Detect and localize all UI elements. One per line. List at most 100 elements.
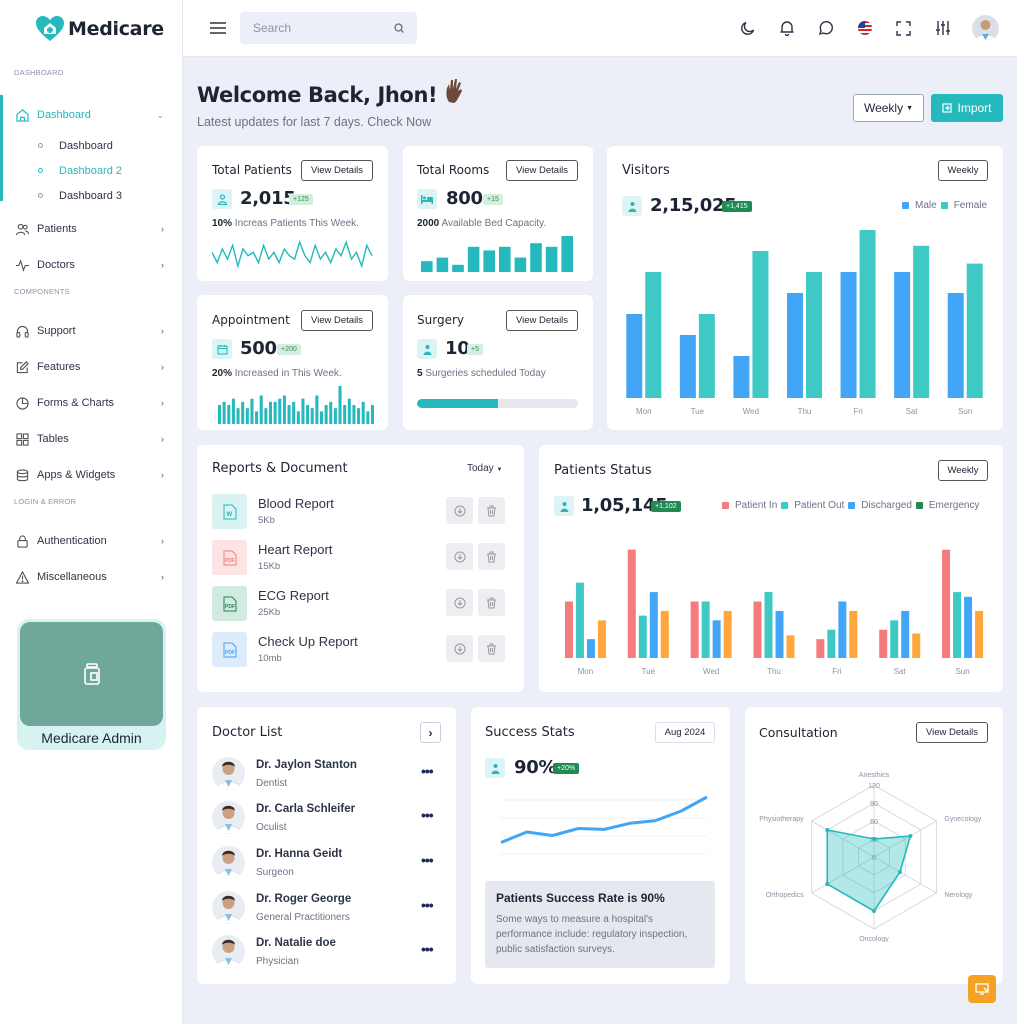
import-button[interactable]: Import	[931, 94, 1003, 122]
delete-button[interactable]	[478, 543, 505, 570]
total-rooms-view-button[interactable]: View Details	[506, 160, 578, 181]
delete-button[interactable]	[478, 635, 505, 662]
status-bar	[723, 610, 732, 658]
sidebar-item-apps-widgets[interactable]: Apps & Widgets ›	[0, 457, 182, 493]
caret-down-icon: ▼	[906, 104, 914, 112]
section-login-error: LOGIN & ERROR	[14, 497, 77, 506]
chevron-right-icon: ›	[161, 260, 164, 270]
status-bar	[890, 620, 899, 658]
radar-axis-label: Orthopedics	[766, 892, 804, 899]
sidebar-item-patients[interactable]: Patients ›	[0, 211, 182, 247]
doctor-list-next-button[interactable]: ›	[420, 722, 441, 743]
sidebar-item-label: Support	[37, 325, 76, 337]
menu-icon[interactable]	[210, 22, 226, 34]
doctor-row[interactable]: Dr. Hanna Geidt Surgeon •••	[212, 846, 442, 886]
appointment-view-button[interactable]: View Details	[301, 310, 373, 331]
doctor-name[interactable]: Dr. Hanna Geidt	[256, 848, 343, 860]
admin-card[interactable]: Medicare Admin	[17, 619, 166, 750]
visitor-bar	[787, 293, 803, 398]
user-avatar[interactable]	[972, 14, 999, 42]
radar-axis-label: Anesthics	[859, 772, 890, 779]
sidebar-item-tables[interactable]: Tables ›	[0, 421, 182, 457]
more-options-button[interactable]: •••	[421, 941, 434, 957]
room-bar	[452, 264, 464, 272]
doctor-avatar	[212, 935, 245, 968]
x-tick-label: Sat	[894, 667, 907, 676]
status-bar	[912, 633, 921, 658]
report-name[interactable]: ECG Report	[258, 588, 329, 603]
appointment-bar	[370, 405, 374, 424]
radar-spoke	[811, 820, 875, 858]
surgery-progress-track	[417, 399, 578, 408]
legend-label: Discharged	[861, 500, 912, 511]
more-options-button[interactable]: •••	[421, 897, 434, 913]
more-options-button[interactable]: •••	[421, 807, 434, 823]
download-button[interactable]	[446, 497, 473, 524]
download-button[interactable]	[446, 543, 473, 570]
welcome-title: Welcome Back, Jhon!	[197, 78, 464, 107]
radar-axis-label: Oncology	[859, 936, 889, 942]
doctor-row[interactable]: Dr. Roger George General Practitioners •••	[212, 891, 442, 931]
bell-icon[interactable]	[777, 19, 796, 38]
total-patients-view-button[interactable]: View Details	[301, 160, 373, 181]
success-period-button[interactable]: Aug 2024	[655, 722, 715, 743]
sidebar-subitem-dashboard-1[interactable]: Dashboard	[0, 133, 182, 158]
total-rooms-delta: +15	[483, 194, 503, 205]
more-options-button[interactable]: •••	[421, 763, 434, 779]
doctor-row[interactable]: Dr. Jaylon Stanton Dentist •••	[212, 757, 442, 797]
sidebar-subitem-label: Dashboard 2	[59, 164, 122, 177]
sidebar-item-features[interactable]: Features ›	[0, 349, 182, 385]
consultation-view-button[interactable]: View Details	[916, 722, 988, 743]
doctor-name[interactable]: Dr. Carla Schleifer	[256, 803, 356, 815]
sidebar-item-doctors[interactable]: Doctors ›	[0, 247, 182, 283]
floating-action-button[interactable]	[968, 975, 996, 1003]
legend-swatch	[722, 502, 729, 509]
fullscreen-icon[interactable]	[894, 19, 913, 38]
sidebar-item-dashboard[interactable]: Dashboard ⌄	[0, 95, 182, 201]
chat-icon[interactable]	[816, 19, 835, 38]
reports-filter-dropdown[interactable]: Today ▼	[467, 463, 502, 474]
patients-status-range-button[interactable]: Weekly	[938, 460, 988, 481]
headphones-icon	[15, 324, 29, 338]
search-icon[interactable]	[394, 23, 404, 33]
sidebar-subitem-dashboard-2[interactable]: Dashboard 2	[0, 158, 182, 183]
sidebar-subitem-dashboard-3[interactable]: Dashboard 3	[0, 183, 182, 208]
more-options-button[interactable]: •••	[421, 852, 434, 868]
doctor-row[interactable]: Dr. Natalie doe Physician •••	[212, 935, 442, 975]
customize-icon	[975, 983, 989, 995]
doctor-row[interactable]: Dr. Carla Schleifer Oculist •••	[212, 801, 442, 841]
download-button[interactable]	[446, 635, 473, 662]
total-patients-value: 2,015	[240, 188, 296, 209]
radar-area	[826, 829, 912, 913]
radar-axis-label: Physiotherapy	[759, 816, 804, 823]
doctor-name[interactable]: Dr. Roger George	[256, 893, 352, 905]
download-button[interactable]	[446, 589, 473, 616]
visitor-bar	[752, 251, 769, 398]
delete-button[interactable]	[478, 497, 505, 524]
moon-icon[interactable]	[738, 19, 757, 38]
sidebar-item-miscellaneous[interactable]: Miscellaneous ›	[0, 559, 182, 595]
dot-icon	[38, 193, 43, 198]
sidebar-item-support[interactable]: Support ›	[0, 313, 182, 349]
surgery-view-button[interactable]: View Details	[506, 310, 578, 331]
doctor-name[interactable]: Dr. Jaylon Stanton	[256, 759, 357, 771]
delete-button[interactable]	[478, 589, 505, 616]
status-bar	[660, 610, 669, 658]
doctor-avatar	[212, 846, 245, 879]
appointment-bar	[259, 395, 263, 424]
search-input[interactable]	[253, 21, 383, 35]
chevron-right-icon: ›	[161, 470, 164, 480]
pdf-file-icon: PDF	[212, 540, 247, 575]
doctor-name[interactable]: Dr. Natalie doe	[256, 937, 336, 949]
sidebar-item-authentication[interactable]: Authentication ›	[0, 523, 182, 559]
range-dropdown[interactable]: Weekly ▼	[853, 94, 924, 122]
reports-filter-label: Today	[467, 463, 494, 474]
report-name[interactable]: Heart Report	[258, 542, 333, 557]
sidebar-item-forms-charts[interactable]: Forms & Charts ›	[0, 385, 182, 421]
visitors-range-button[interactable]: Weekly	[938, 160, 988, 181]
logo[interactable]: Medicare	[0, 0, 182, 57]
settings-sliders-icon[interactable]	[933, 19, 952, 38]
report-name[interactable]: Blood Report	[258, 496, 334, 511]
report-name[interactable]: Check Up Report	[258, 634, 358, 649]
us-flag-icon[interactable]	[855, 19, 874, 38]
